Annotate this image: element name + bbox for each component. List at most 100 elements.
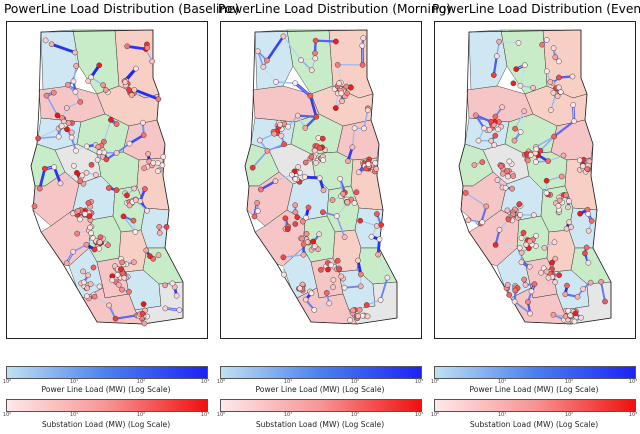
substation: [313, 113, 320, 120]
substation: [516, 245, 523, 251]
substations: [462, 37, 608, 325]
substation: [115, 281, 122, 288]
province-outline: [30, 29, 184, 325]
substation-colorbar-ticks: 10⁰ 10¹ 10² 10³: [3, 412, 209, 419]
substation: [96, 283, 103, 290]
tick-label: 10¹: [283, 379, 293, 385]
substation: [285, 123, 292, 130]
substation: [518, 235, 525, 241]
substation: [543, 37, 550, 43]
power-line: [265, 35, 285, 62]
substation: [511, 298, 518, 305]
substation: [130, 217, 137, 224]
power-line: [513, 300, 532, 315]
substation: [569, 73, 576, 80]
power-line: [262, 66, 277, 83]
substation: [73, 63, 80, 69]
substation: [552, 279, 559, 286]
power-line: [274, 174, 293, 182]
substation: [85, 200, 92, 206]
substation: [586, 158, 593, 165]
substation: [145, 151, 151, 157]
substation: [83, 293, 90, 300]
substation: [528, 152, 534, 158]
substation: [311, 243, 318, 250]
substation: [510, 80, 517, 87]
tick-label: 10³: [628, 412, 638, 418]
substation: [83, 143, 90, 150]
substation: [83, 241, 90, 248]
substation: [357, 283, 364, 290]
substation: [332, 105, 339, 111]
substation: [533, 146, 540, 152]
substation: [517, 82, 524, 89]
substation: [63, 105, 70, 111]
substation: [555, 84, 562, 91]
substation: [140, 301, 147, 307]
substation: [303, 230, 310, 237]
region: [500, 29, 548, 95]
power-line: [37, 127, 60, 139]
substation: [526, 263, 533, 270]
substation: [545, 158, 552, 164]
substation: [543, 268, 550, 275]
power-line: [50, 42, 77, 54]
substation-colorbar: [220, 399, 422, 412]
substation: [36, 185, 43, 192]
substation: [120, 213, 127, 220]
substation: [113, 121, 120, 127]
substation: [294, 112, 301, 119]
substation: [48, 41, 55, 48]
substation: [502, 184, 509, 191]
substation: [550, 89, 557, 96]
substation: [568, 224, 574, 230]
tick-label: 10²: [564, 412, 574, 418]
substation: [504, 207, 511, 214]
substation: [548, 107, 554, 113]
substation: [308, 153, 315, 160]
substation: [333, 38, 339, 45]
substation: [338, 90, 345, 97]
substation: [292, 209, 299, 216]
substation: [128, 92, 135, 99]
power-line-colorbar-label: Power Line Load (MW) (Log Scale): [41, 385, 171, 394]
tick-label: 10¹: [69, 379, 79, 385]
substation: [533, 232, 539, 239]
power-line: [359, 220, 378, 227]
substation: [571, 318, 578, 325]
substation: [150, 160, 157, 166]
substation: [133, 65, 139, 72]
tick-label: 10⁰: [216, 379, 226, 385]
substation: [124, 192, 130, 199]
substation: [585, 259, 592, 266]
power-line: [335, 215, 346, 238]
substation: [271, 130, 278, 137]
substation: [340, 191, 346, 197]
substation: [602, 298, 608, 305]
substation: [144, 207, 150, 214]
substation: [124, 43, 131, 50]
substation: [479, 219, 486, 226]
substation: [556, 58, 562, 65]
substation: [103, 156, 110, 163]
power-line: [251, 149, 269, 169]
power-line: [37, 135, 60, 140]
substation: [257, 186, 264, 193]
substation: [368, 233, 375, 240]
substation: [350, 307, 356, 314]
substation: [319, 135, 326, 142]
substation: [518, 249, 525, 256]
substation: [551, 239, 558, 246]
substation: [549, 259, 555, 266]
substation: [68, 129, 75, 136]
substation: [361, 125, 367, 132]
substation: [551, 133, 557, 140]
tick-label: 10³: [628, 379, 638, 385]
substation: [43, 92, 50, 99]
substation: [155, 96, 162, 102]
substation: [54, 112, 61, 119]
substation: [363, 302, 370, 308]
substation: [585, 227, 592, 234]
substation: [567, 312, 574, 319]
substation: [524, 157, 531, 164]
